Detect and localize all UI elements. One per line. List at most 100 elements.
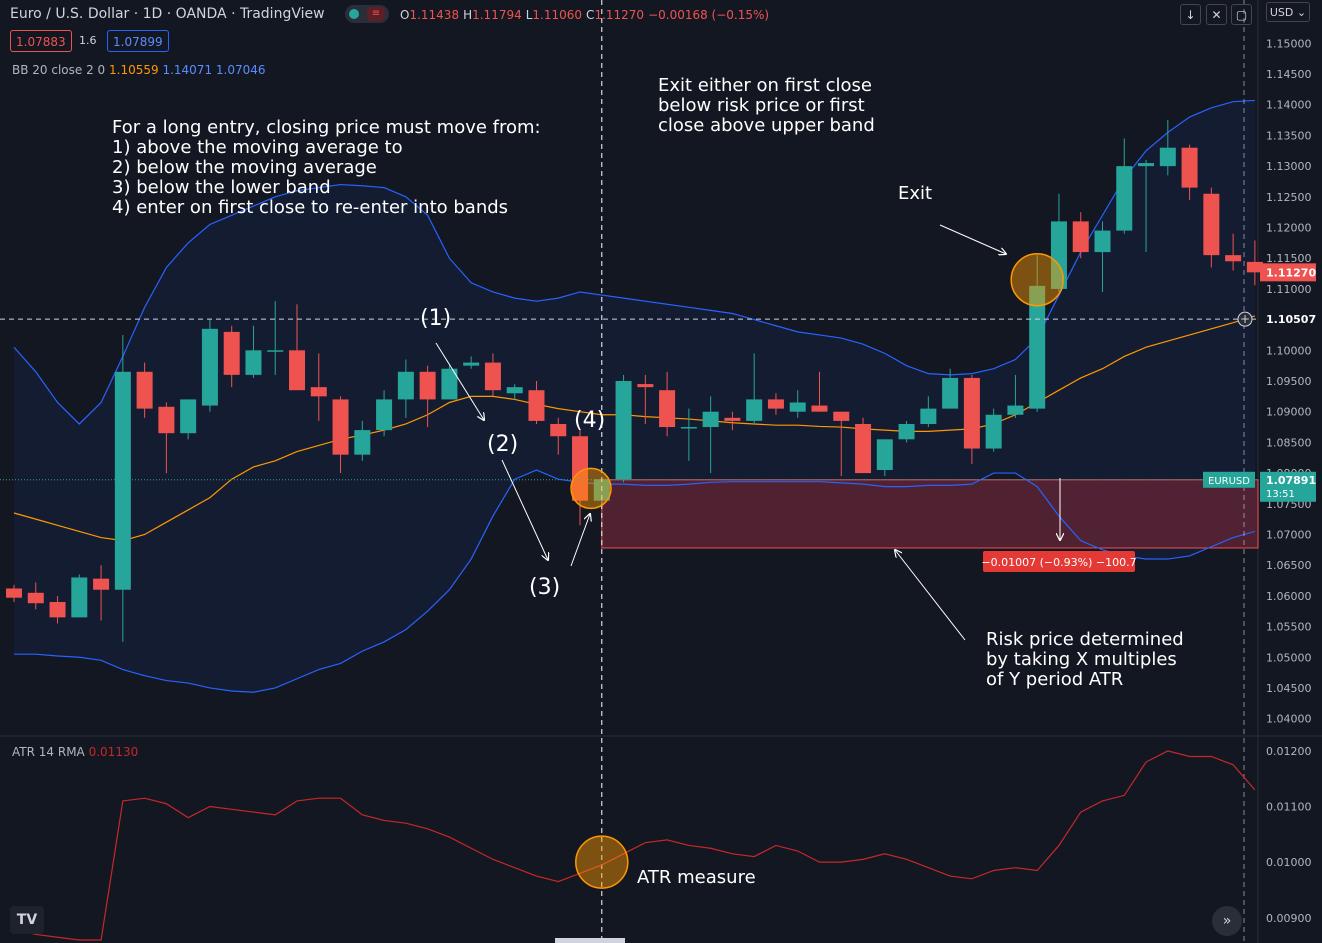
market-status-toggle[interactable]: ≡ [345, 5, 389, 23]
add-alert-plus: + [1240, 312, 1250, 326]
candle-down [572, 436, 589, 501]
atr-tick-label: 0.01200 [1266, 745, 1312, 758]
atr-value: 0.01130 [88, 745, 139, 759]
symbol-title[interactable]: Euro / U.S. Dollar · 1D · OANDA · Tradin… [10, 6, 325, 22]
candle-up [1159, 147, 1176, 167]
price-tick-label: 1.11500 [1266, 252, 1312, 265]
risk-price-note: Risk price determined by taking X multip… [986, 629, 1184, 690]
candle-down [528, 390, 545, 421]
candle-down [419, 371, 436, 400]
ohlc-value: 1.11270 [594, 8, 645, 22]
exit-rules-note: Exit either on first close below risk pr… [658, 75, 875, 136]
candle-down [833, 411, 850, 421]
bb-name: BB 20 close 2 0 [12, 63, 106, 77]
ohlc-value: 1.11060 [532, 8, 583, 22]
price-tick-label: 1.15000 [1266, 37, 1312, 50]
candle-down [223, 331, 240, 375]
candle-up [354, 430, 371, 455]
candle-down [310, 387, 327, 397]
candle-down [811, 405, 828, 412]
exit-arrow [939, 224, 1006, 254]
candle-up [680, 427, 697, 429]
price-tick-label: 1.13500 [1266, 129, 1312, 142]
bb-upper-value: 1.14071 [162, 63, 213, 77]
scroll-down-icon[interactable]: ↓ [1180, 4, 1201, 25]
risk-arrow [895, 550, 966, 641]
candle-up [898, 423, 915, 440]
sell-price-button[interactable]: 1.07883 [10, 30, 72, 52]
entry-rules-note: For a long entry, closing price must mov… [112, 117, 541, 218]
candle-up [506, 387, 523, 394]
candle-up [1116, 166, 1133, 231]
ohlc-key: H [463, 8, 473, 22]
candle-down [1072, 221, 1089, 253]
last-price-label: 1.11270 [1266, 266, 1316, 279]
price-tick-label: 1.09000 [1266, 406, 1312, 419]
candle-up [71, 577, 88, 618]
bb-fill [14, 100, 1255, 693]
step-3-label: (3) [529, 575, 561, 600]
scroll-to-realtime-icon[interactable]: » [1212, 906, 1242, 936]
bb-upper-line [13, 99, 1255, 425]
candle-up [1007, 405, 1024, 415]
candle-up [1050, 221, 1067, 289]
candle-up [397, 371, 414, 400]
candle-down [1246, 261, 1263, 273]
candle-down [855, 423, 872, 474]
collapse-icon[interactable]: ✕ [1206, 4, 1227, 25]
candle-up [463, 362, 480, 366]
market-open-icon [349, 9, 359, 19]
bb-legend[interactable]: BB 20 close 2 0 1.10559 1.14071 1.07046 [12, 63, 266, 77]
candle-up [746, 399, 763, 421]
bb-lower-value: 1.07046 [215, 63, 266, 77]
candle-up [876, 439, 893, 471]
symbol-tag-label: EURUSD [1208, 476, 1250, 487]
current-price-tag [1260, 471, 1316, 502]
spread-value: 1.6 [79, 34, 97, 47]
price-tick-label: 1.04000 [1266, 713, 1312, 726]
price-tick-label: 1.05500 [1266, 621, 1312, 634]
buy-price-button[interactable]: 1.07899 [107, 30, 169, 52]
price-tick-label: 1.14500 [1266, 68, 1312, 81]
ohlc-key: O [400, 8, 410, 22]
bb-basis-line [13, 315, 1256, 542]
maximize-icon[interactable]: ▢ [1231, 4, 1252, 25]
candle-up [1094, 230, 1111, 253]
candle-down [637, 384, 654, 388]
candle-up [114, 371, 131, 590]
price-tick-label: 1.05000 [1266, 651, 1312, 664]
atr-tick-label: 0.01100 [1266, 801, 1312, 814]
candle-up [789, 402, 806, 412]
candle-up [920, 408, 937, 424]
currency-label: USD [1269, 6, 1294, 19]
candle-up [201, 328, 218, 406]
price-tick-label: 1.10000 [1266, 344, 1312, 357]
symbol-tag [1203, 471, 1255, 488]
current-price-label: 1.07891 [1266, 474, 1316, 487]
price-tick-label: 1.04500 [1266, 682, 1312, 695]
candle-down [767, 399, 784, 409]
candle-down [6, 588, 22, 598]
time-crosshair-label [555, 938, 625, 943]
ohlc-readout: O1.11438 H1.11794 L1.11060 C1.11270 −0.00168… [400, 8, 773, 22]
candle-down [158, 406, 175, 434]
price-tick-label: 1.11000 [1266, 283, 1312, 296]
price-tick-label: 1.06000 [1266, 590, 1312, 603]
step-1-arrow [435, 342, 484, 420]
last-price-tag [1260, 263, 1316, 282]
currency-selector[interactable]: USD ⌄ [1266, 2, 1310, 22]
step-2-arrow [501, 459, 548, 560]
tradingview-logo[interactable]: TV [10, 906, 44, 934]
step-1-label: (1) [420, 306, 452, 331]
candle-down [963, 377, 980, 449]
ohlc-key: L [525, 8, 533, 22]
candle-up [985, 414, 1002, 449]
atr-measure-label: ATR measure [637, 867, 756, 888]
atr-line [13, 750, 1256, 941]
candle-down [484, 362, 501, 391]
exit-label: Exit [898, 183, 933, 204]
atr-legend[interactable]: ATR 14 RMA 0.01130 [12, 745, 138, 759]
candle-down [659, 390, 676, 428]
